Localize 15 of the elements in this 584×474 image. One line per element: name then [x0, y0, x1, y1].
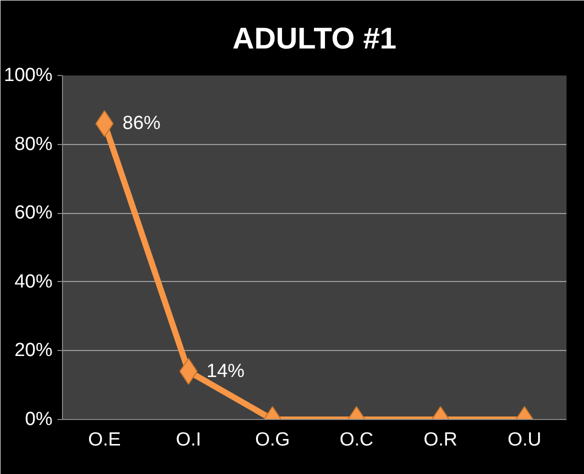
data-label: 14%	[206, 360, 245, 382]
y-tick-label: 20%	[14, 340, 53, 362]
x-tick-label: O.I	[176, 430, 202, 450]
chart-title: ADULTO #1	[232, 22, 396, 56]
y-tick-label: 100%	[4, 65, 53, 86]
y-tick-label: 0%	[25, 409, 53, 430]
y-tick-label: 60%	[14, 202, 53, 224]
x-tick-label: O.G	[255, 430, 290, 450]
data-label: 86%	[122, 113, 161, 134]
x-tick-label: O.C	[340, 430, 374, 450]
x-tick-label: O.E	[88, 430, 121, 450]
x-tick-label: O.U	[508, 430, 542, 450]
y-tick-label: 80%	[14, 134, 53, 155]
x-tick-label: O.R	[424, 430, 458, 450]
y-tick-label: 40%	[14, 271, 53, 292]
